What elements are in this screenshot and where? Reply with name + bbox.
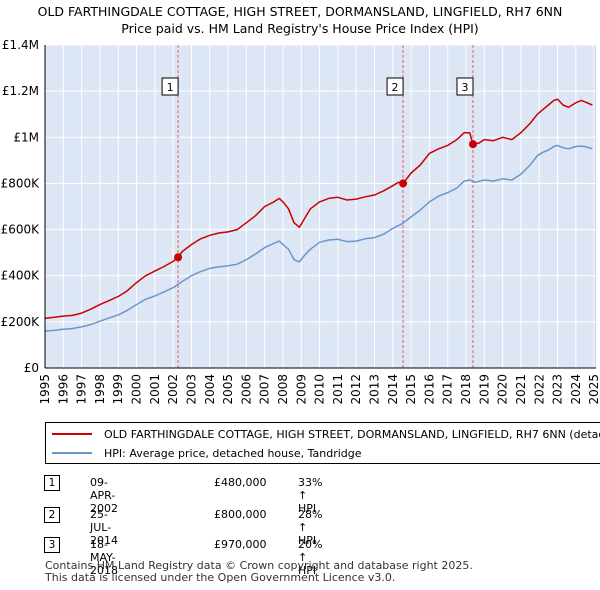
x-tick-label: 2023	[551, 374, 565, 405]
x-tick-label: 1998	[93, 374, 107, 405]
legend-item-property: OLD FARTHINGDALE COTTAGE, HIGH STREET, D…	[52, 425, 600, 443]
sale-label: 2	[386, 77, 404, 96]
transaction-hpi-change: 33% ↑ HPI	[298, 476, 323, 515]
x-tick-label: 2016	[422, 374, 436, 405]
y-tick-label: £1.4M	[2, 38, 39, 52]
x-tick-label: 1997	[75, 374, 89, 405]
transaction-date: 09-APR-2002	[90, 476, 118, 515]
transaction-number: 2	[44, 507, 60, 523]
x-tick-label: 2020	[496, 374, 510, 405]
sale-label-box	[386, 77, 404, 96]
y-tick-label: £0	[24, 361, 39, 375]
x-tick-label: 2003	[184, 374, 198, 405]
x-tick-label: 2025	[587, 374, 600, 405]
sale-label-text: 1	[167, 81, 174, 94]
legend-item-hpi: HPI: Average price, detached house, Tand…	[52, 444, 362, 462]
x-tick-label: 2005	[221, 374, 235, 405]
legend-swatch-property	[52, 433, 92, 435]
sale-label-text: 2	[392, 81, 399, 94]
chart-subtitle: Price paid vs. HM Land Registry's House …	[121, 21, 479, 36]
transaction-date: 18-MAY-2018	[90, 538, 118, 577]
legend-label-hpi: HPI: Average price, detached house, Tand…	[104, 446, 362, 460]
transaction-number: 1	[44, 475, 60, 491]
x-tick-label: 2022	[532, 374, 546, 405]
transaction-price: £800,000	[214, 508, 267, 521]
x-tick-label: 2012	[349, 374, 363, 405]
x-tick-label: 2008	[276, 374, 290, 405]
y-tick-label: £1.2M	[2, 84, 39, 98]
sale-point	[399, 179, 408, 188]
y-tick-label: £200K	[1, 315, 41, 329]
x-tick-label: 2021	[514, 374, 528, 405]
sale-label-box	[456, 77, 474, 96]
legend-swatch-hpi	[52, 452, 92, 454]
forecast-shade	[594, 45, 596, 368]
legend-label-property: OLD FARTHINGDALE COTTAGE, HIGH STREET, D…	[104, 427, 600, 441]
sale-label: 3	[456, 77, 474, 96]
x-tick-label: 2002	[166, 374, 180, 405]
licence-notice: This data is licensed under the Open Gov…	[45, 571, 396, 584]
x-tick-label: 2004	[203, 374, 217, 405]
x-tick-label: 1996	[56, 374, 70, 405]
x-tick-label: 2015	[404, 374, 418, 405]
transaction-price: £970,000	[214, 538, 267, 551]
x-tick-label: 2018	[459, 374, 473, 405]
y-tick-label: £400K	[1, 269, 41, 283]
transaction-hpi-change: 20% ↑ HPI	[298, 538, 323, 577]
y-tick-label: £1M	[13, 130, 39, 144]
chart-legend: OLD FARTHINGDALE COTTAGE, HIGH STREET, D…	[45, 422, 600, 464]
x-tick-label: 2024	[569, 374, 583, 405]
transaction-hpi-change: 28% ↑ HPI	[298, 508, 323, 547]
x-tick-label: 2001	[148, 374, 162, 405]
x-tick-label: 2007	[258, 374, 272, 405]
copyright-notice: Contains HM Land Registry data © Crown c…	[45, 559, 473, 572]
plot-background	[45, 45, 596, 368]
x-tick-label: 2009	[294, 374, 308, 405]
y-tick-label: £800K	[1, 176, 41, 190]
x-tick-label: 2011	[331, 374, 345, 405]
x-tick-label: 2000	[130, 374, 144, 405]
x-tick-label: 2017	[441, 374, 455, 405]
sale-label-text: 3	[461, 81, 468, 94]
transaction-price: £480,000	[214, 476, 267, 489]
sale-label-box	[161, 77, 179, 96]
sale-point	[468, 140, 477, 149]
x-tick-label: 2010	[313, 374, 327, 405]
transaction-number: 3	[44, 537, 60, 553]
sale-label: 1	[161, 77, 179, 96]
x-tick-label: 1999	[111, 374, 125, 405]
x-tick-label: 2014	[386, 374, 400, 405]
x-tick-label: 2006	[239, 374, 253, 405]
x-tick-label: 1995	[38, 374, 52, 405]
price-chart: £0 £200K £400K £600K £800K £1M £1.2M £1.4M 1995 1…	[1, 38, 600, 405]
hpi-series-line	[44, 144, 593, 332]
x-tick-label: 2013	[368, 374, 382, 405]
y-tick-label: £600K	[1, 223, 41, 237]
x-tick-label: 2019	[477, 374, 491, 405]
sale-point	[174, 253, 183, 262]
transaction-date: 25-JUL-2014	[90, 508, 118, 547]
property-series-line	[44, 98, 593, 320]
chart-title: OLD FARTHINGDALE COTTAGE, HIGH STREET, D…	[37, 4, 563, 19]
